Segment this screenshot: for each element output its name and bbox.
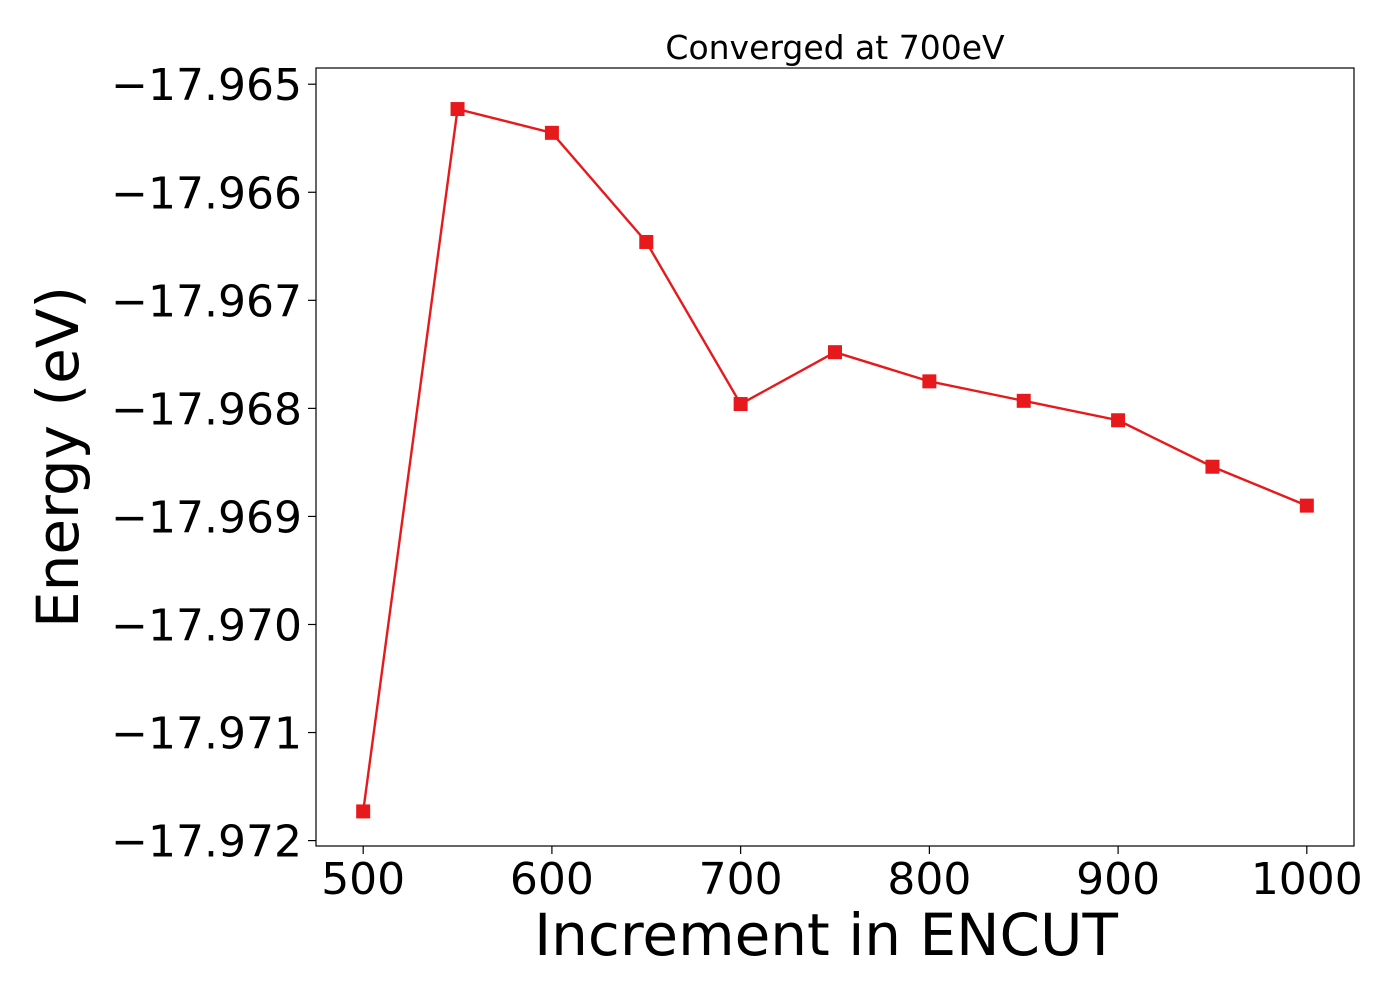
y-tick-label: −17.966 (111, 168, 302, 219)
y-tick-label: −17.972 (111, 817, 302, 868)
x-axis-title: Increment in ENCUT (534, 901, 1118, 969)
x-tick-label: 1000 (1251, 854, 1363, 905)
axes-frame (315, 67, 1355, 847)
data-point-marker (544, 125, 559, 140)
x-tick-label: 700 (699, 854, 783, 905)
data-point-marker (1299, 498, 1314, 513)
data-point-marker (639, 234, 654, 249)
x-tick-label: 900 (1076, 854, 1160, 905)
y-axis: −17.965 −17.966 −17.967 −17.968 −17.969 −17.9… (111, 60, 316, 868)
data-point-marker (922, 374, 937, 389)
chart-title: Converged at 700eV (665, 28, 1005, 67)
data-point-marker (356, 804, 371, 819)
data-point-marker (1205, 459, 1220, 474)
data-point-marker (828, 345, 842, 360)
x-tick-label: 600 (510, 854, 594, 905)
y-tick-label: −17.968 (111, 384, 302, 435)
y-tick-label: −17.969 (111, 492, 302, 543)
plot-area (356, 102, 1314, 819)
y-tick-label: −17.967 (111, 276, 302, 327)
data-point-marker (1016, 393, 1031, 408)
x-tick-label: 800 (887, 854, 971, 905)
data-point-marker (1111, 413, 1126, 428)
y-tick-label: −17.970 (111, 600, 302, 651)
y-tick-label: −17.971 (111, 709, 302, 760)
y-axis-title: Energy (eV) (24, 286, 92, 628)
data-point-marker (450, 102, 465, 117)
x-tick-label: 500 (321, 854, 405, 905)
y-tick-label: −17.965 (111, 60, 302, 111)
x-axis: 500 600 700 800 900 1000 (321, 846, 1363, 905)
data-point-marker (733, 397, 748, 412)
